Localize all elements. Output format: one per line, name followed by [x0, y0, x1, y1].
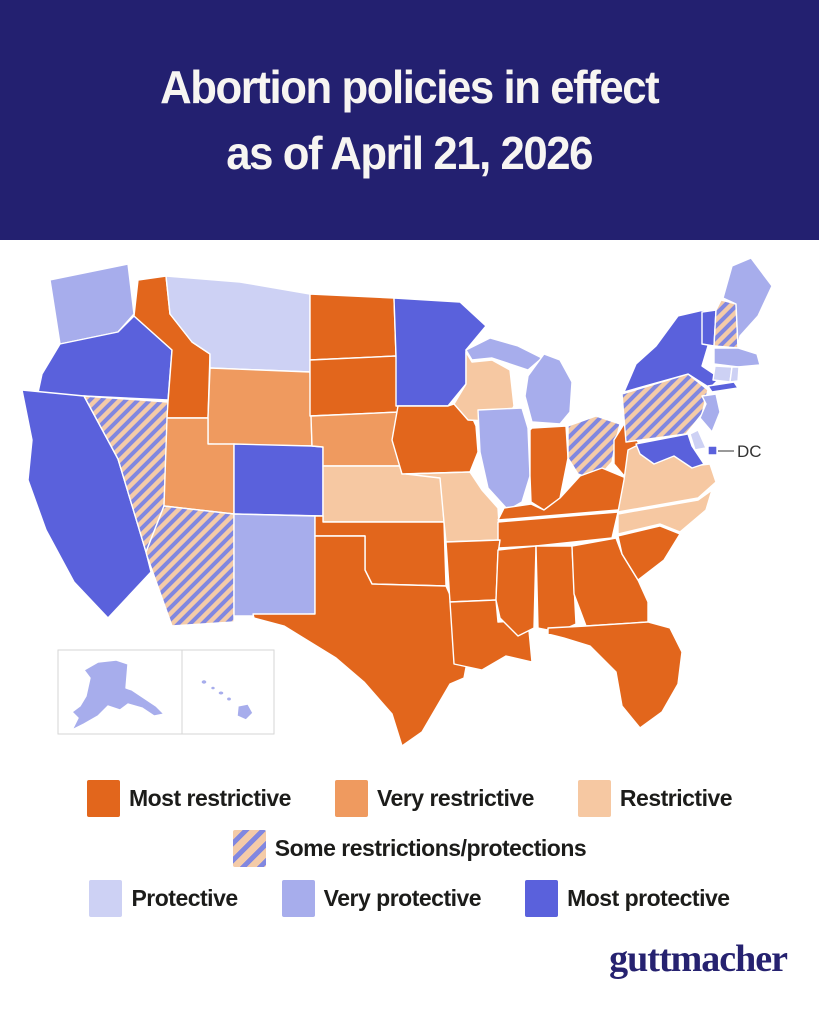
state-maine[interactable] [721, 257, 773, 347]
state-hawaii[interactable] [216, 690, 225, 696]
legend-label: Very protective [323, 885, 482, 911]
state-new-york[interactable] [622, 309, 721, 393]
protective-swatch-icon [89, 880, 123, 917]
legend-item-very-restrictive: Very restrictive [334, 780, 534, 817]
legend: Most restrictive Very restrictive Restri… [30, 780, 790, 917]
state-hawaii[interactable] [209, 685, 216, 691]
legend-label: Most restrictive [128, 785, 292, 811]
legend-item-protective: Protective [89, 880, 238, 917]
state-michigan[interactable] [523, 353, 573, 425]
very-protective-swatch-icon [281, 880, 315, 917]
state-arizona[interactable] [144, 505, 235, 627]
state-massachusetts[interactable] [712, 347, 761, 368]
us-choropleth-map: DC [20, 257, 773, 747]
state-new-mexico[interactable] [232, 513, 316, 617]
guttmacher-logo: guttmacher [609, 938, 788, 980]
legend-item-most-restrictive: Most restrictive [86, 780, 292, 817]
state-hawaii-group[interactable] [199, 678, 254, 721]
state-south-carolina[interactable] [616, 525, 681, 581]
state-colorado[interactable] [232, 443, 324, 517]
state-delaware[interactable] [688, 429, 707, 451]
footer: guttmacher [0, 937, 819, 981]
legend-row-protective: Protective Very protective Most protecti… [89, 880, 730, 917]
legend-item-some-restrictions-protections: Some restrictions/protections [232, 830, 587, 867]
state-south-dakota[interactable] [308, 355, 401, 417]
page-title-line2: as of April 21, 2026 [226, 127, 594, 179]
some-restrictions-protections-swatch-icon [232, 830, 266, 867]
state-hawaii[interactable] [235, 703, 254, 721]
state-michigan-upper-peninsula[interactable] [464, 337, 543, 371]
state-north-carolina[interactable] [616, 489, 713, 535]
legend-item-restrictive: Restrictive [577, 780, 733, 817]
state-new-jersey[interactable] [698, 393, 721, 433]
hawaii-inset-box [181, 649, 274, 735]
legend-item-most-protective: Most protective [525, 880, 730, 917]
very-restrictive-swatch-icon [334, 780, 368, 817]
most-restrictive-swatch-icon [86, 780, 120, 817]
state-hawaii[interactable] [225, 696, 232, 702]
most-protective-swatch-icon [525, 880, 559, 917]
state-alaska[interactable] [70, 659, 165, 731]
state-rhode-island[interactable] [728, 366, 740, 383]
state-district-of-columbia[interactable] [706, 445, 718, 456]
state-north-dakota[interactable] [308, 293, 397, 361]
legend-item-very-protective: Very protective [281, 880, 482, 917]
header-banner: Abortion policies in effect as of April … [0, 0, 819, 240]
state-illinois[interactable] [476, 407, 531, 511]
state-kentucky[interactable] [496, 467, 639, 521]
state-florida[interactable] [546, 621, 683, 729]
state-washington[interactable] [48, 263, 135, 345]
legend-row-mixed: Some restrictions/protections [232, 830, 587, 867]
page-title: Abortion policies in effect as of April … [160, 54, 660, 186]
legend-label: Restrictive [619, 785, 733, 811]
state-alabama[interactable] [534, 545, 577, 633]
state-ohio[interactable] [566, 415, 621, 481]
legend-label: Protective [131, 885, 238, 911]
legend-label: Most protective [567, 885, 730, 911]
state-maryland[interactable] [634, 433, 705, 469]
state-new-hampshire[interactable] [712, 299, 739, 349]
state-texas[interactable] [251, 535, 473, 747]
state-wyoming[interactable] [206, 367, 313, 447]
legend-label: Some restrictions/protections [274, 835, 587, 861]
state-connecticut[interactable] [711, 365, 733, 383]
page-title-line1: Abortion policies in effect [160, 61, 660, 113]
restrictive-swatch-icon [577, 780, 611, 817]
dc-label: DC [737, 442, 762, 461]
state-iowa[interactable] [390, 403, 479, 475]
state-louisiana[interactable] [448, 599, 533, 671]
us-choropleth-map-section: DC [0, 254, 819, 774]
legend-label: Very restrictive [376, 785, 534, 811]
state-georgia[interactable] [570, 537, 649, 627]
state-arkansas[interactable] [444, 539, 501, 603]
state-new-york-long-island[interactable] [706, 381, 739, 393]
state-hawaii[interactable] [199, 678, 208, 686]
legend-row-restrictive: Most restrictive Very restrictive Restri… [86, 780, 733, 817]
